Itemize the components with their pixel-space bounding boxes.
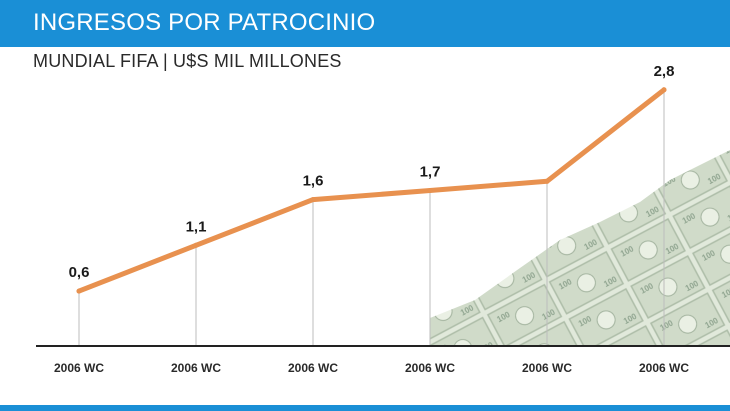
- x-tick-label: 2006 WC: [405, 361, 455, 375]
- money-bills-icon: [430, 150, 730, 346]
- data-label: 1,6: [303, 173, 324, 190]
- x-tick-label: 2006 WC: [54, 361, 104, 375]
- data-labels: 0,6 1,1 1,6 1,7 2,8: [69, 63, 675, 281]
- data-points: [76, 87, 667, 294]
- data-point: [76, 288, 82, 294]
- data-point: [661, 87, 667, 93]
- data-label: 0,6: [69, 264, 90, 281]
- chart-subtitle: MUNDIAL FIFA | U$S MIL MILLONES: [33, 51, 342, 71]
- chart-title: INGRESOS POR PATROCINIO: [33, 9, 376, 36]
- x-tick-label: 2006 WC: [639, 361, 689, 375]
- data-point: [193, 242, 199, 248]
- header-bar: INGRESOS POR PATROCINIO: [0, 0, 730, 47]
- data-point: [544, 178, 550, 184]
- x-tick-label: 2006 WC: [522, 361, 572, 375]
- x-tick-labels: 2006 WC 2006 WC 2006 WC 2006 WC 2006 WC 2006 …: [54, 361, 689, 375]
- bottom-rule: [0, 405, 730, 411]
- data-point: [310, 197, 316, 203]
- data-label: 1,7: [420, 164, 441, 181]
- x-tick-label: 2006 WC: [171, 361, 221, 375]
- x-tick-label: 2006 WC: [288, 361, 338, 375]
- data-label: 2,8: [654, 63, 675, 80]
- series-line: [76, 87, 667, 294]
- guide-lines: [78, 89, 665, 346]
- data-point: [427, 188, 433, 193]
- data-label: 1,1: [186, 218, 207, 235]
